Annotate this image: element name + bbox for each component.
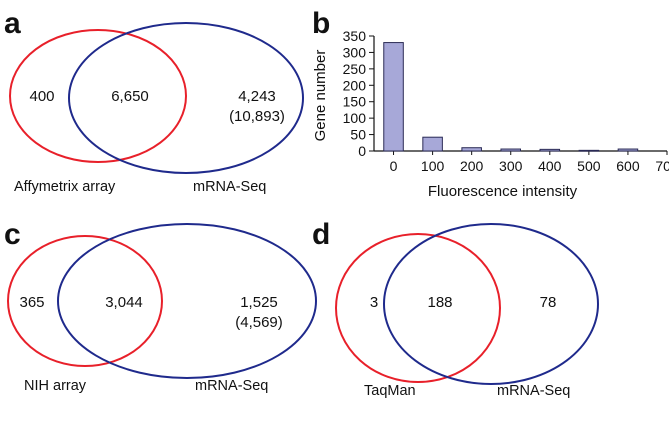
venn-c-right-label: mRNA-Seq	[195, 378, 268, 394]
venn-a-left-count: 400	[29, 88, 54, 105]
venn-d-right-count: 78	[540, 294, 557, 311]
x-tick-label: 200	[460, 158, 484, 174]
x-tick-label: 700	[655, 158, 669, 174]
x-tick-label: 400	[538, 158, 562, 174]
x-axis-title: Fluorescence intensity	[428, 183, 578, 200]
x-tick-label: 100	[421, 158, 445, 174]
y-tick-label: 0	[358, 143, 366, 159]
y-tick-label: 200	[343, 77, 367, 93]
histogram-bar	[384, 43, 404, 151]
venn-c-right-count: 1,525	[240, 294, 278, 311]
panel-letter-b: b	[312, 7, 330, 40]
panel-letter-a: a	[4, 7, 21, 40]
y-tick-label: 250	[343, 61, 367, 77]
histogram-bar	[423, 137, 443, 151]
panel-c: c 365 3,044 1,525 (4,569) NIH array mRNA…	[4, 218, 316, 394]
venn-a-right-count: 4,243	[238, 88, 276, 105]
venn-d-left-circle	[336, 234, 500, 382]
y-tick-label: 150	[343, 94, 367, 110]
y-tick-label: 100	[343, 110, 367, 126]
venn-a-overlap-count: 6,650	[111, 88, 149, 105]
histogram-bar	[579, 150, 599, 151]
panel-a: a 400 6,650 4,243 (10,893) Affymetrix ar…	[4, 7, 303, 195]
venn-d-left-label: TaqMan	[364, 383, 416, 399]
venn-a-right-label: mRNA-Seq	[193, 179, 266, 195]
venn-c-left-count: 365	[19, 294, 44, 311]
panel-letter-d: d	[312, 218, 330, 251]
venn-a-left-label: Affymetrix array	[14, 179, 116, 195]
venn-d-right-label: mRNA-Seq	[497, 383, 570, 399]
panel-letter-c: c	[4, 218, 21, 251]
venn-c-left-label: NIH array	[24, 378, 87, 394]
y-tick-label: 50	[350, 127, 366, 143]
venn-c-overlap-count: 3,044	[105, 294, 143, 311]
x-tick-label: 300	[499, 158, 523, 174]
histogram-bar	[540, 149, 560, 151]
x-tick-label: 500	[577, 158, 601, 174]
y-tick-label: 350	[343, 28, 367, 44]
venn-a-right-total: (10,893)	[229, 108, 285, 125]
venn-c-right-total: (4,569)	[235, 314, 283, 331]
histogram-bar	[462, 148, 482, 151]
venn-d-overlap-count: 188	[427, 294, 452, 311]
histogram-bar	[501, 149, 521, 151]
venn-d-right-circle	[384, 224, 598, 384]
y-axis-title: Gene number	[312, 50, 329, 142]
x-tick-label: 0	[390, 158, 398, 174]
y-tick-label: 300	[343, 44, 367, 60]
x-tick-label: 600	[616, 158, 640, 174]
venn-d-left-count: 3	[370, 294, 378, 311]
panel-d: d 3 188 78 TaqMan mRNA-Seq	[312, 218, 598, 399]
histogram-bar	[618, 149, 638, 151]
